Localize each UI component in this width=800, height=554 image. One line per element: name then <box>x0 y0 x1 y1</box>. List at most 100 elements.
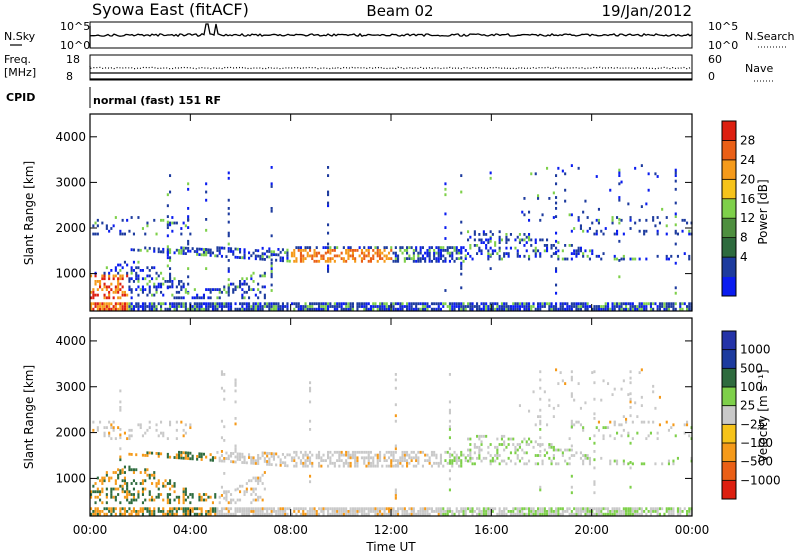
heatmap-cell <box>658 507 661 511</box>
heatmap-cell <box>169 307 172 311</box>
heatmap-cell <box>178 501 181 505</box>
heatmap-cell <box>114 495 117 499</box>
heatmap-cell <box>503 440 506 444</box>
heatmap-cell <box>184 498 187 502</box>
heatmap-cell <box>403 507 406 511</box>
heatmap-cell <box>390 249 393 252</box>
heatmap-cell <box>638 257 641 261</box>
colorbar-segment <box>722 159 736 180</box>
heatmap-cell <box>110 302 113 306</box>
heatmap-cell <box>126 495 129 499</box>
heatmap-cell <box>376 259 379 263</box>
heatmap-cell <box>555 507 558 511</box>
heatmap-cell <box>261 510 264 513</box>
heatmap-cell <box>184 307 187 311</box>
heatmap-cell <box>101 302 104 306</box>
heatmap-cell <box>640 507 643 511</box>
heatmap-cell <box>532 510 535 513</box>
heatmap-cell <box>261 473 264 477</box>
heatmap-cell <box>550 302 553 306</box>
heatmap-cell <box>500 434 503 438</box>
heatmap-cell <box>338 512 341 516</box>
heatmap-cell <box>196 247 199 251</box>
heatmap-cell <box>618 196 621 199</box>
heatmap-cell <box>518 307 521 311</box>
heatmap-cell <box>415 453 418 457</box>
heatmap-cell <box>365 456 368 460</box>
heatmap-cell <box>243 490 246 494</box>
heatmap-cell <box>555 246 558 250</box>
heatmap-cell <box>588 512 591 516</box>
heatmap-cell <box>234 285 237 289</box>
heatmap-cell <box>358 507 361 511</box>
heatmap-cell <box>460 256 463 260</box>
heatmap-cell <box>151 451 154 455</box>
heatmap-cell <box>349 305 352 308</box>
heatmap-cell <box>293 464 296 468</box>
heatmap-cell <box>367 450 370 454</box>
heatmap-cell <box>266 249 269 253</box>
heatmap-cell <box>324 259 327 263</box>
heatmap-cell <box>144 288 147 292</box>
heatmap-cell <box>112 296 115 300</box>
heatmap-cell <box>184 490 187 494</box>
heatmap-cell <box>257 512 260 516</box>
heatmap-cell <box>121 512 124 516</box>
heatmap-cell <box>110 282 113 286</box>
heatmap-cell <box>218 305 221 308</box>
velocity-heatmap-cells <box>90 368 693 516</box>
heatmap-cell <box>591 252 594 256</box>
heatmap-cell <box>654 224 657 228</box>
heatmap-cell <box>164 302 167 306</box>
heatmap-cell <box>417 461 420 465</box>
heatmap-cell <box>130 307 133 311</box>
heatmap-cell <box>299 254 302 258</box>
y-tick-label: 1000 <box>55 471 86 485</box>
heatmap-cell <box>92 428 95 432</box>
heatmap-cell <box>376 307 379 311</box>
heatmap-cell <box>261 512 264 516</box>
heatmap-cell <box>351 307 354 311</box>
heatmap-cell <box>471 305 474 308</box>
heatmap-cell <box>148 290 151 294</box>
heatmap-cell <box>119 501 122 505</box>
heatmap-cell <box>579 406 582 410</box>
heatmap-cell <box>555 368 558 372</box>
heatmap-cell <box>534 510 537 513</box>
heatmap-cell <box>309 419 312 423</box>
heatmap-cell <box>372 307 375 311</box>
heatmap-cell <box>160 493 163 496</box>
heatmap-cell <box>160 271 163 275</box>
heatmap-cell <box>187 291 190 295</box>
heatmap-cell <box>236 507 239 511</box>
heatmap-cell <box>629 441 632 445</box>
heatmap-cell <box>369 510 372 513</box>
heatmap-cell <box>652 390 655 394</box>
heatmap-cell <box>469 244 472 247</box>
heatmap-cell <box>281 305 284 308</box>
heatmap-cell <box>363 305 366 308</box>
heatmap-cell <box>263 271 266 275</box>
heatmap-cell <box>537 507 540 511</box>
heatmap-cell <box>622 232 625 236</box>
heatmap-cell <box>613 423 616 427</box>
heatmap-cell <box>234 422 237 426</box>
heatmap-cell <box>162 431 165 435</box>
heatmap-cell <box>625 512 628 516</box>
heatmap-cell <box>139 269 142 272</box>
power-heatmap-cells <box>90 164 693 311</box>
heatmap-cell <box>117 476 120 480</box>
heatmap-cell <box>392 307 395 311</box>
heatmap-cell <box>126 490 129 494</box>
heatmap-cell <box>385 302 388 306</box>
heatmap-cell <box>561 512 564 516</box>
heatmap-cell <box>561 507 564 511</box>
heatmap-cell <box>356 456 359 460</box>
heatmap-cell <box>439 456 442 460</box>
heatmap-cell <box>663 302 666 306</box>
heatmap-cell <box>239 490 242 494</box>
heatmap-cell <box>347 453 350 457</box>
heatmap-cell <box>521 238 524 242</box>
heatmap-cell <box>189 423 192 427</box>
heatmap-cell <box>342 302 345 306</box>
